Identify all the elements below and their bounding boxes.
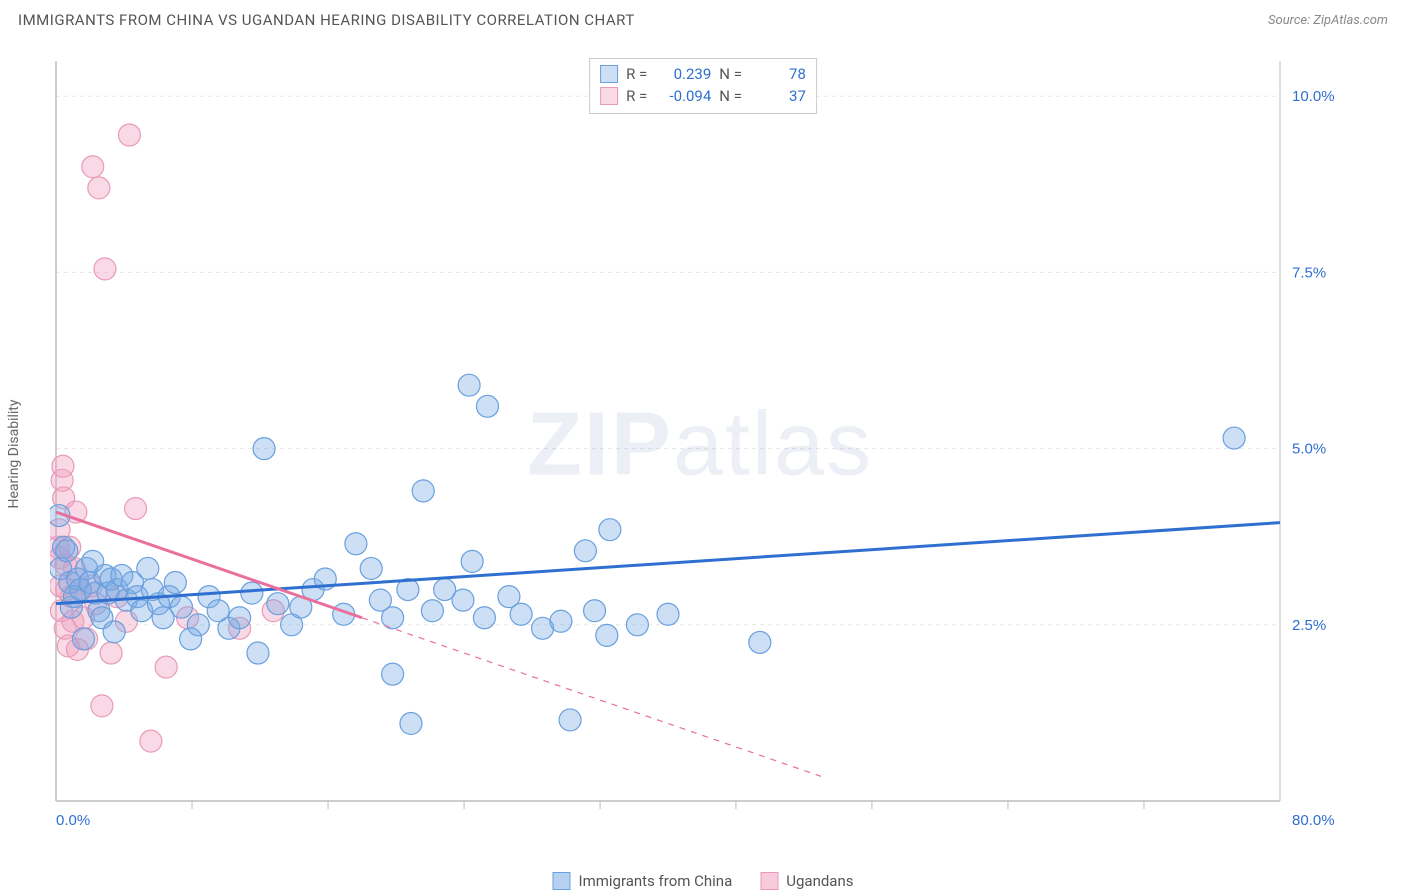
- data-point: [400, 712, 422, 734]
- data-point: [473, 607, 495, 629]
- stats-row-0: R = 0.239 N = 78: [600, 63, 806, 85]
- data-point: [452, 589, 474, 611]
- swatch-series-1: [600, 87, 618, 105]
- y-axis-label: Hearing Disability: [6, 400, 22, 509]
- data-point: [559, 709, 581, 731]
- n-label: N =: [719, 87, 742, 105]
- data-point: [247, 642, 269, 664]
- data-point: [657, 603, 679, 625]
- r-value-1: -0.094: [655, 87, 711, 105]
- data-point: [100, 642, 122, 664]
- stats-row-1: R = -0.094 N = 37: [600, 85, 806, 107]
- data-point: [229, 607, 251, 629]
- data-point: [345, 533, 367, 555]
- n-label: N =: [719, 65, 742, 83]
- bottom-legend: Immigrants from China Ugandans: [552, 872, 853, 890]
- y-tick-label: 7.5%: [1292, 264, 1326, 281]
- data-point: [164, 572, 186, 594]
- stats-legend: R = 0.239 N = 78 R = -0.094 N = 37: [589, 58, 817, 114]
- r-value-0: 0.239: [655, 65, 711, 83]
- data-point: [56, 540, 78, 562]
- trend-line: [56, 523, 1280, 604]
- data-point: [241, 582, 263, 604]
- data-point: [137, 557, 159, 579]
- legend-label-1: Ugandans: [786, 872, 853, 890]
- r-label: R =: [626, 65, 647, 83]
- x-tick-label-min: 0.0%: [56, 812, 90, 829]
- data-point: [382, 663, 404, 685]
- legend-item-1: Ugandans: [760, 872, 853, 890]
- data-point: [140, 730, 162, 752]
- data-point: [118, 124, 140, 146]
- data-point: [253, 438, 275, 460]
- data-point: [584, 600, 606, 622]
- data-point: [360, 557, 382, 579]
- data-point: [1223, 427, 1245, 449]
- data-point: [155, 656, 177, 678]
- data-point: [626, 614, 648, 636]
- legend-swatch-1: [760, 872, 778, 890]
- y-tick-label: 5.0%: [1292, 441, 1326, 458]
- y-tick-label: 2.5%: [1292, 617, 1326, 634]
- data-point: [550, 610, 572, 632]
- plot-area: 2.5%5.0%7.5%10.0%0.0%80.0% ZIPatlas: [50, 55, 1350, 835]
- x-tick-label-max: 80.0%: [1292, 812, 1335, 829]
- data-point: [461, 550, 483, 572]
- data-point: [187, 614, 209, 636]
- n-value-1: 37: [750, 87, 806, 105]
- chart-title: IMMIGRANTS FROM CHINA VS UGANDAN HEARING…: [18, 11, 635, 29]
- data-point: [88, 177, 110, 199]
- data-point: [412, 480, 434, 502]
- data-point: [510, 603, 532, 625]
- y-tick-label: 10.0%: [1292, 88, 1335, 105]
- data-point: [103, 621, 125, 643]
- data-point: [94, 258, 116, 280]
- source-label: Source: ZipAtlas.com: [1268, 13, 1388, 28]
- data-point: [599, 519, 621, 541]
- data-point: [476, 395, 498, 417]
- data-point: [125, 498, 147, 520]
- legend-label-0: Immigrants from China: [578, 872, 732, 890]
- data-point: [749, 631, 771, 653]
- data-point: [82, 156, 104, 178]
- data-point: [574, 540, 596, 562]
- header-bar: IMMIGRANTS FROM CHINA VS UGANDAN HEARING…: [0, 0, 1406, 40]
- n-value-0: 78: [750, 65, 806, 83]
- legend-item-0: Immigrants from China: [552, 872, 732, 890]
- r-label: R =: [626, 87, 647, 105]
- scatter-chart: 2.5% 5.0% 7.5% 10.0% 0.0% 80.0%: [50, 55, 1350, 835]
- data-point: [267, 593, 289, 615]
- data-point: [596, 624, 618, 646]
- legend-swatch-0: [552, 872, 570, 890]
- data-point: [52, 455, 74, 477]
- data-point: [73, 628, 95, 650]
- data-point: [91, 695, 113, 717]
- data-point: [170, 596, 192, 618]
- swatch-series-0: [600, 65, 618, 83]
- data-point: [421, 600, 443, 622]
- data-point: [458, 374, 480, 396]
